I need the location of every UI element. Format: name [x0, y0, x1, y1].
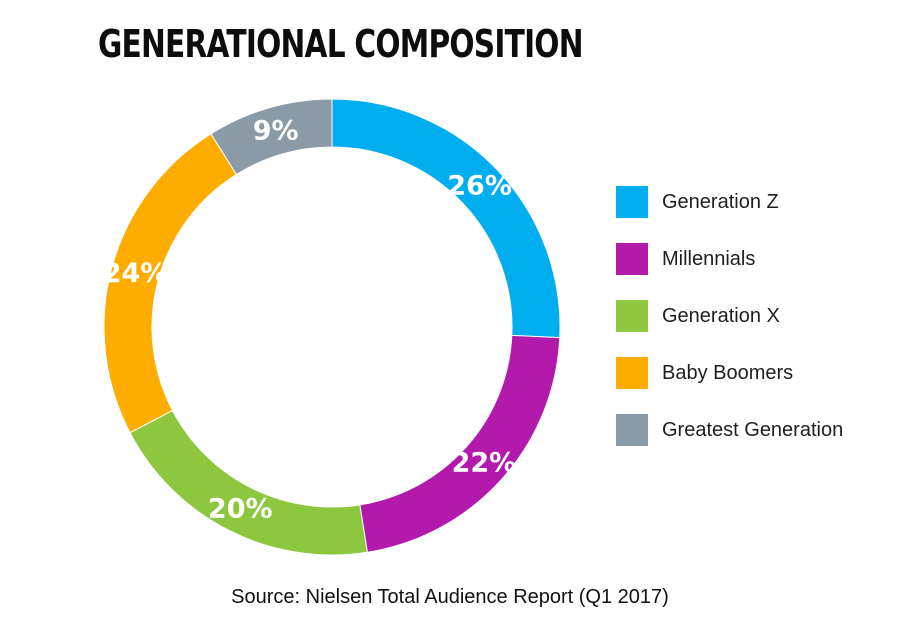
legend: Generation Z Millennials Generation X Baby …	[616, 186, 843, 471]
slice-label-generation-z: 26%	[447, 171, 512, 202]
slice-greatest-generation	[210, 98, 333, 176]
legend-item-baby-boomers: Baby Boomers	[616, 357, 843, 389]
legend-swatch	[616, 186, 648, 218]
legend-label: Generation X	[662, 304, 780, 327]
legend-swatch	[616, 243, 648, 275]
slice-generation-z	[331, 98, 561, 339]
legend-swatch	[616, 414, 648, 446]
legend-item-generation-z: Generation Z	[616, 186, 843, 218]
slice-label-baby-boomers: 24%	[103, 258, 168, 289]
source-note: Source: Nielsen Total Audience Report (Q…	[231, 586, 669, 608]
slice-millennials	[359, 334, 561, 553]
chart-title: GENERATIONAL COMPOSITION	[98, 22, 584, 66]
donut-slices	[103, 98, 561, 556]
legend-item-generation-x: Generation X	[616, 300, 843, 332]
slice-label-greatest-generation: 9%	[253, 115, 299, 146]
slice-label-millennials: 22%	[452, 448, 517, 479]
legend-swatch	[616, 357, 648, 389]
legend-label: Greatest Generation	[662, 418, 844, 441]
legend-label: Baby Boomers	[662, 361, 794, 384]
legend-item-greatest-generation: Greatest Generation	[616, 414, 843, 446]
slice-generation-x	[129, 409, 368, 556]
legend-item-millennials: Millennials	[616, 243, 843, 275]
donut-slice-labels: 26% 22% 20% 24% 9%	[103, 115, 516, 524]
legend-swatch	[616, 300, 648, 332]
legend-label: Millennials	[662, 247, 756, 270]
slice-label-generation-x: 20%	[208, 494, 273, 525]
legend-label: Generation Z	[662, 190, 779, 213]
